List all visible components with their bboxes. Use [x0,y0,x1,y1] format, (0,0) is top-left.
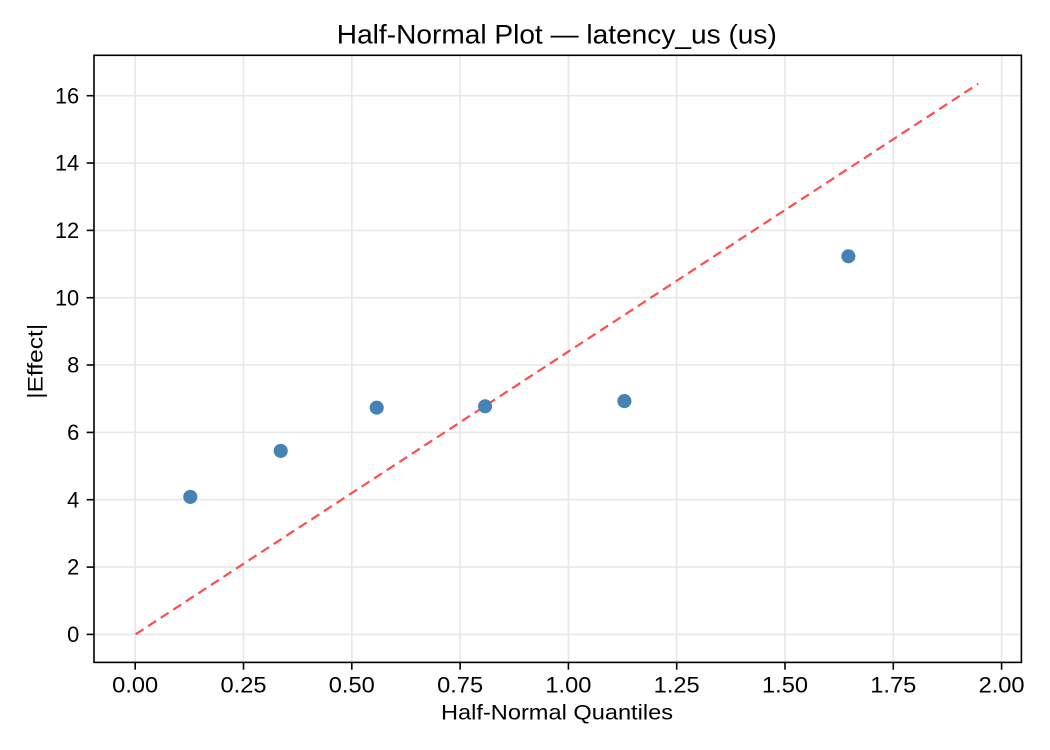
svg-text:Half-Normal Plot — latency_us: Half-Normal Plot — latency_us (us) [337,19,777,49]
svg-text:1.50: 1.50 [762,673,808,698]
svg-text:12: 12 [55,218,79,243]
svg-text:6: 6 [67,420,79,445]
svg-text:10: 10 [55,285,79,310]
svg-text:|Effect|: |Effect| [22,324,47,399]
svg-text:14: 14 [55,151,79,176]
svg-text:0.50: 0.50 [329,673,375,698]
svg-text:8: 8 [67,353,79,378]
svg-text:1.25: 1.25 [654,673,700,698]
svg-text:2: 2 [67,555,79,580]
svg-text:0.00: 0.00 [112,673,158,698]
svg-text:0.75: 0.75 [437,673,483,698]
svg-text:2.00: 2.00 [979,673,1025,698]
svg-text:16: 16 [55,83,79,108]
svg-text:4: 4 [67,487,79,512]
svg-text:0: 0 [67,622,79,647]
svg-text:1.75: 1.75 [870,673,916,698]
svg-text:1.00: 1.00 [545,673,591,698]
svg-text:0.25: 0.25 [221,673,267,698]
svg-text:Half-Normal Quantiles: Half-Normal Quantiles [441,700,673,725]
